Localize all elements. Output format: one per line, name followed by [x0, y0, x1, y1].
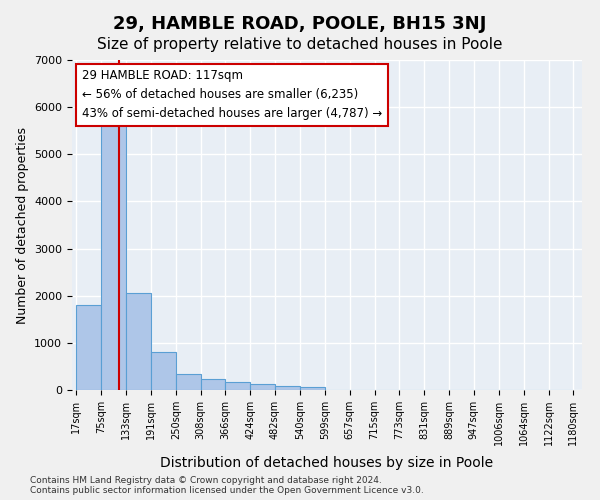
Bar	[151, 352, 176, 390]
X-axis label: Distribution of detached houses by size in Poole: Distribution of detached houses by size …	[160, 456, 494, 470]
Y-axis label: Number of detached properties: Number of detached properties	[16, 126, 29, 324]
Bar	[200, 379, 226, 390]
Text: Contains HM Land Registry data © Crown copyright and database right 2024.
Contai: Contains HM Land Registry data © Crown c…	[30, 476, 424, 495]
Text: 29 HAMBLE ROAD: 117sqm
← 56% of detached houses are smaller (6,235)
43% of semi-: 29 HAMBLE ROAD: 117sqm ← 56% of detached…	[82, 70, 382, 120]
Bar	[250, 384, 275, 390]
Bar	[226, 382, 250, 390]
Bar	[76, 305, 101, 390]
Bar	[176, 374, 200, 390]
Bar	[101, 119, 126, 390]
Text: Size of property relative to detached houses in Poole: Size of property relative to detached ho…	[97, 38, 503, 52]
Bar	[126, 294, 151, 390]
Bar	[275, 386, 300, 390]
Text: 29, HAMBLE ROAD, POOLE, BH15 3NJ: 29, HAMBLE ROAD, POOLE, BH15 3NJ	[113, 15, 487, 33]
Bar	[300, 387, 325, 390]
